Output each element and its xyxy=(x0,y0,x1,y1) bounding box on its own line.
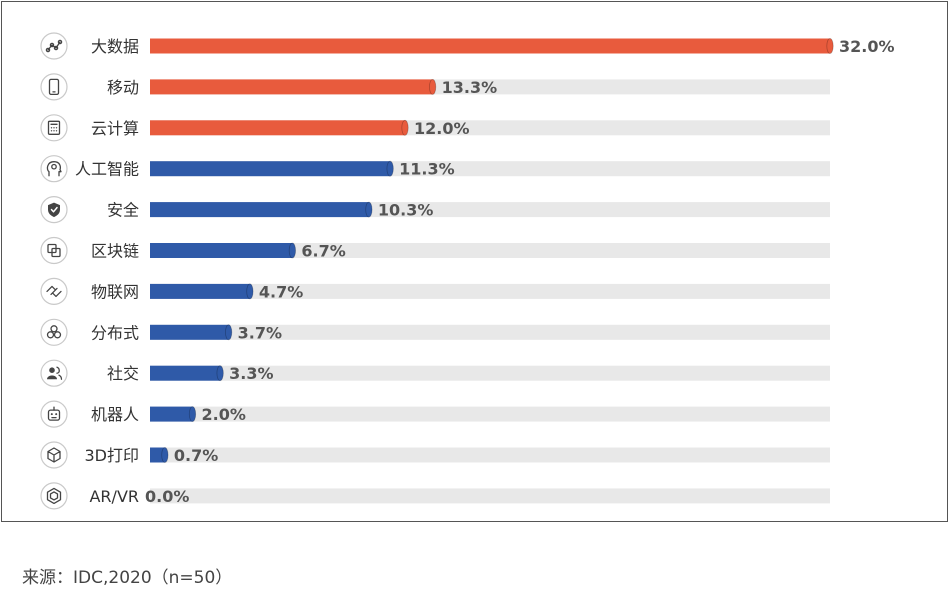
bar-row: 物联网 4.7% xyxy=(40,277,830,305)
bar-end-cap xyxy=(401,119,409,136)
category-label: 安全 xyxy=(107,201,139,220)
bar-row: 移动 13.3% xyxy=(40,73,830,101)
ar-vr-hexagon-icon xyxy=(40,482,68,510)
bar xyxy=(150,324,229,340)
value-label: 2.0% xyxy=(202,405,246,424)
value-label: 0.0% xyxy=(145,487,189,506)
bar xyxy=(150,243,293,258)
shield-icon xyxy=(40,196,68,224)
bar-row: 安全 10.3% xyxy=(40,196,830,224)
bar-end-cap xyxy=(826,38,834,54)
bar-row: 社交 3.3% xyxy=(40,359,830,387)
value-label: 10.3% xyxy=(378,201,434,220)
calculator-icon xyxy=(40,114,68,142)
value-label: 32.0% xyxy=(839,37,895,56)
category-label: 大数据 xyxy=(91,37,139,56)
distributed-nodes-icon xyxy=(40,318,68,346)
bar-row: 云计算 12.0% xyxy=(40,114,830,142)
bar xyxy=(150,120,405,136)
bar-row: 机器人 2.0% xyxy=(40,400,830,428)
ai-head-icon xyxy=(40,155,68,183)
value-label: 6.7% xyxy=(301,242,345,261)
value-label: 3.7% xyxy=(238,323,282,342)
bar-track xyxy=(150,488,830,504)
bar-end-cap xyxy=(365,201,373,218)
value-label: 13.3% xyxy=(442,78,498,97)
blockchain-icon xyxy=(40,236,68,265)
bar-track xyxy=(150,324,830,340)
bar-row: AR/VR 0.0% xyxy=(40,482,830,510)
bar xyxy=(150,38,830,54)
bar-end-cap xyxy=(429,79,437,95)
mobile-phone-icon xyxy=(40,73,68,101)
bar-end-cap xyxy=(225,324,233,341)
bar-track xyxy=(150,365,830,381)
category-label: AR/VR xyxy=(89,487,139,506)
bar xyxy=(150,406,193,422)
category-label: 区块链 xyxy=(91,242,139,261)
bar xyxy=(150,365,221,381)
bar xyxy=(150,79,433,95)
category-label: 分布式 xyxy=(91,323,139,342)
chart-frame: 大数据 32.0% 移动 13.3% 云计算 12.0% 人工智能 11.3% 安全 10.3% 区… xyxy=(1,1,948,522)
robot-icon xyxy=(40,400,68,428)
3d-cube-icon xyxy=(40,441,68,469)
bar-end-cap xyxy=(288,242,296,259)
bar-track xyxy=(150,406,830,422)
value-label: 4.7% xyxy=(259,282,303,301)
bar-end-cap xyxy=(188,406,197,423)
category-label: 物联网 xyxy=(91,282,139,301)
bar-end-cap xyxy=(161,447,169,463)
category-label: 移动 xyxy=(107,78,139,97)
bar-track xyxy=(150,283,830,299)
value-label: 0.7% xyxy=(174,446,218,465)
source-note: 来源：IDC,2020（n=50） xyxy=(22,568,233,588)
iot-link-icon xyxy=(40,277,68,305)
bar-end-cap xyxy=(386,160,394,177)
bar-row: 分布式 3.7% xyxy=(40,318,830,346)
bar-end-cap xyxy=(216,365,224,382)
category-label: 社交 xyxy=(107,364,139,383)
category-label: 云计算 xyxy=(91,119,139,138)
data-network-icon xyxy=(40,32,68,60)
bar xyxy=(150,283,250,299)
bar xyxy=(150,202,369,218)
bar-row: 大数据 32.0% xyxy=(40,32,895,60)
category-label: 机器人 xyxy=(91,405,139,424)
bar-track xyxy=(150,447,830,463)
bar-row: 3D打印 0.7% xyxy=(40,441,830,469)
category-label: 人工智能 xyxy=(75,160,139,179)
value-label: 11.3% xyxy=(399,160,455,179)
category-label: 3D打印 xyxy=(84,446,139,465)
bar xyxy=(150,447,165,463)
bar-chart: 大数据 32.0% 移动 13.3% 云计算 12.0% 人工智能 11.3% 安全 10.3% 区… xyxy=(40,32,895,510)
bar-row: 区块链 6.7% xyxy=(40,236,830,265)
bar-end-cap xyxy=(246,283,254,300)
bar-track xyxy=(150,243,830,258)
bar xyxy=(150,161,391,177)
social-users-icon xyxy=(40,359,68,387)
value-label: 12.0% xyxy=(414,119,470,138)
value-label: 3.3% xyxy=(229,364,273,383)
bar-row: 人工智能 11.3% xyxy=(40,155,830,183)
